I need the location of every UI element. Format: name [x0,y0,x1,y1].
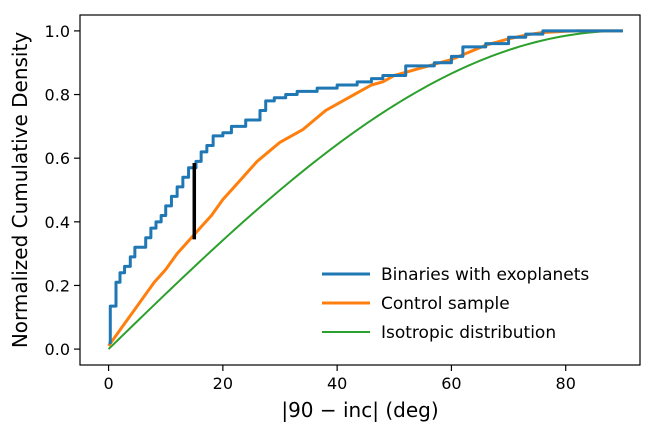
y-tick-label: 0.0 [45,340,70,359]
y-tick-label: 0.8 [45,86,70,105]
legend-label-control: Control sample [381,294,510,314]
x-axis-title: |90 − inc| (deg) [281,398,438,422]
series-line-2 [109,31,623,349]
x-axis-ticks: 0 20 40 60 80 [103,365,575,393]
y-tick-label: 0.6 [45,149,70,168]
series-line-0 [109,31,623,343]
x-tick-label: 80 [556,374,576,393]
x-tick-label: 60 [441,374,461,393]
y-tick-label: 0.2 [45,276,70,295]
legend: Binaries with exoplanets Control sample … [322,265,589,343]
series-line-1 [109,31,623,346]
y-tick-label: 1.0 [45,22,70,41]
x-tick-label: 0 [103,374,113,393]
plot-frame [80,15,640,365]
legend-label-binaries: Binaries with exoplanets [381,265,589,285]
y-axis-title: Normalized Cumulative Density [8,32,32,348]
x-tick-label: 40 [327,374,347,393]
x-tick-label: 20 [213,374,233,393]
series-layer [109,31,623,349]
y-tick-label: 0.4 [45,213,70,232]
legend-label-isotropic: Isotropic distribution [381,323,556,343]
y-axis-ticks: 0.0 0.2 0.4 0.6 0.8 1.0 [45,22,80,359]
